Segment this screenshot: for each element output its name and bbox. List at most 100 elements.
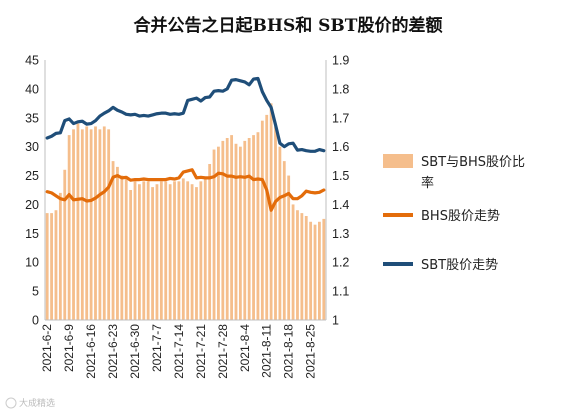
- ratio-bar: [296, 210, 299, 320]
- ratio-bar: [186, 181, 190, 320]
- ratio-bar: [129, 190, 133, 320]
- ratio-bar: [265, 114, 269, 320]
- ratio-bar: [80, 129, 84, 320]
- left-tick-label: 0: [32, 314, 39, 328]
- ratio-bar: [287, 175, 291, 320]
- ratio-bar: [318, 221, 321, 320]
- left-tick-label: 10: [25, 256, 39, 270]
- sbt-price-line: [45, 76, 326, 153]
- ratio-bar: [94, 126, 97, 320]
- right-axis-ticks: 1 1.1 1.2 1.3 1.4 1.5 1.6 1.7 1.8 1.9: [332, 54, 349, 328]
- legend-item-sbt: SBT股价走势: [383, 257, 498, 273]
- ratio-bar: [225, 138, 229, 320]
- watermark-text: 大成精选: [19, 397, 55, 409]
- ratio-bar: [54, 210, 58, 320]
- ratio-bar: [124, 178, 128, 320]
- ratio-bar: [85, 126, 89, 320]
- legend-label-ratio-line2: 率: [421, 175, 434, 191]
- x-tick-label: 2021-7-28: [216, 324, 230, 379]
- ratio-bar: [230, 135, 234, 320]
- ratio-bar: [247, 138, 251, 320]
- chart-title: 合并公告之日起BHS和 SBT股价的差额: [134, 15, 443, 36]
- x-tick-label: 2021-7-21: [194, 324, 208, 379]
- ratio-bar: [98, 129, 102, 320]
- ratio-bar: [190, 184, 194, 320]
- ratio-bar: [195, 187, 198, 320]
- watermark-logo-icon: [5, 397, 17, 409]
- ratio-bar: [146, 181, 150, 320]
- left-tick-label: 40: [25, 82, 39, 96]
- ratio-bar: [217, 146, 220, 320]
- ratio-bar: [111, 161, 115, 320]
- right-tick-label: 1.2: [332, 256, 349, 270]
- ratio-bar: [67, 135, 71, 320]
- ratio-bar: [155, 184, 159, 320]
- ratio-bar: [291, 204, 295, 320]
- ratio-bar: [45, 213, 49, 320]
- left-tick-label: 35: [25, 111, 39, 125]
- ratio-bar: [142, 181, 146, 320]
- ratio-bar: [58, 192, 62, 320]
- ratio-bar: [322, 218, 326, 320]
- left-tick-label: 5: [32, 285, 39, 299]
- watermark: 大成精选: [5, 397, 55, 409]
- ratio-bar: [173, 181, 176, 320]
- x-tick-label: 2021-8-25: [304, 324, 318, 379]
- ratio-bar: [199, 181, 203, 320]
- right-tick-label: 1.3: [332, 227, 349, 241]
- x-tick-label: 2021-8-4: [238, 324, 252, 372]
- ratio-bar: [120, 175, 124, 320]
- x-tick-label: 2021-7-7: [150, 324, 164, 372]
- right-tick-label: 1.7: [332, 111, 349, 125]
- right-tick-label: 1.5: [332, 169, 349, 183]
- ratio-bar: [260, 120, 264, 320]
- legend-label-sbt: SBT股价走势: [421, 257, 498, 273]
- ratio-bar: [252, 135, 255, 320]
- ratio-bar: [151, 187, 154, 320]
- ratio-bar: [212, 149, 216, 320]
- legend-swatch-ratio: [383, 154, 413, 168]
- svg-text:SBT与BHS股价比 率: SBT与BHS股价比 率: [421, 155, 529, 191]
- left-axis-ticks: 0 5 10 15 20 25 30 35 40 45: [25, 54, 39, 328]
- ratio-bar: [304, 216, 308, 320]
- ratio-bar: [313, 224, 317, 320]
- ratio-bar: [164, 181, 168, 320]
- legend-label-ratio-line1: SBT与BHS股价比: [421, 155, 525, 170]
- right-tick-label: 1.6: [332, 140, 349, 154]
- line-series: [45, 76, 326, 212]
- ratio-bar: [278, 146, 282, 320]
- legend-label-bhs: BHS股价走势: [421, 208, 500, 224]
- x-tick-label: 2021-8-11: [260, 324, 274, 378]
- right-tick-label: 1.1: [332, 285, 349, 299]
- x-tick-label: 2021-6-9: [62, 324, 76, 372]
- ratio-bar: [107, 129, 111, 320]
- right-tick-label: 1.9: [332, 54, 349, 68]
- left-tick-label: 30: [25, 140, 39, 154]
- ratio-bar: [234, 143, 238, 320]
- ratio-bar: [168, 184, 172, 320]
- right-tick-label: 1: [332, 314, 339, 328]
- x-axis-ticks: 2021-6-2 2021-6-9 2021-6-16 2021-6-23 2021-6…: [40, 324, 317, 379]
- ratio-bar: [238, 146, 242, 320]
- legend-item-bhs: BHS股价走势: [383, 208, 500, 224]
- ratio-bar: [221, 140, 225, 320]
- legend-item-ratio: SBT与BHS股价比 率: [383, 154, 529, 191]
- bar-series: [45, 103, 326, 320]
- axes: [44, 60, 327, 321]
- ratio-bar: [256, 132, 260, 320]
- x-tick-label: 2021-6-30: [128, 324, 142, 379]
- left-tick-label: 15: [25, 227, 39, 241]
- ratio-bar: [50, 213, 53, 320]
- x-tick-label: 2021-7-14: [172, 324, 186, 379]
- ratio-bar: [181, 178, 185, 320]
- ratio-bar: [282, 161, 286, 320]
- ratio-bar: [72, 129, 75, 320]
- ratio-bar: [102, 126, 106, 320]
- ratio-bar: [309, 221, 313, 320]
- ratio-bar: [137, 184, 141, 320]
- ratio-bar: [116, 166, 119, 320]
- right-tick-label: 1.8: [332, 82, 349, 96]
- bhs-price-line: [45, 168, 326, 212]
- ratio-bar: [133, 181, 137, 320]
